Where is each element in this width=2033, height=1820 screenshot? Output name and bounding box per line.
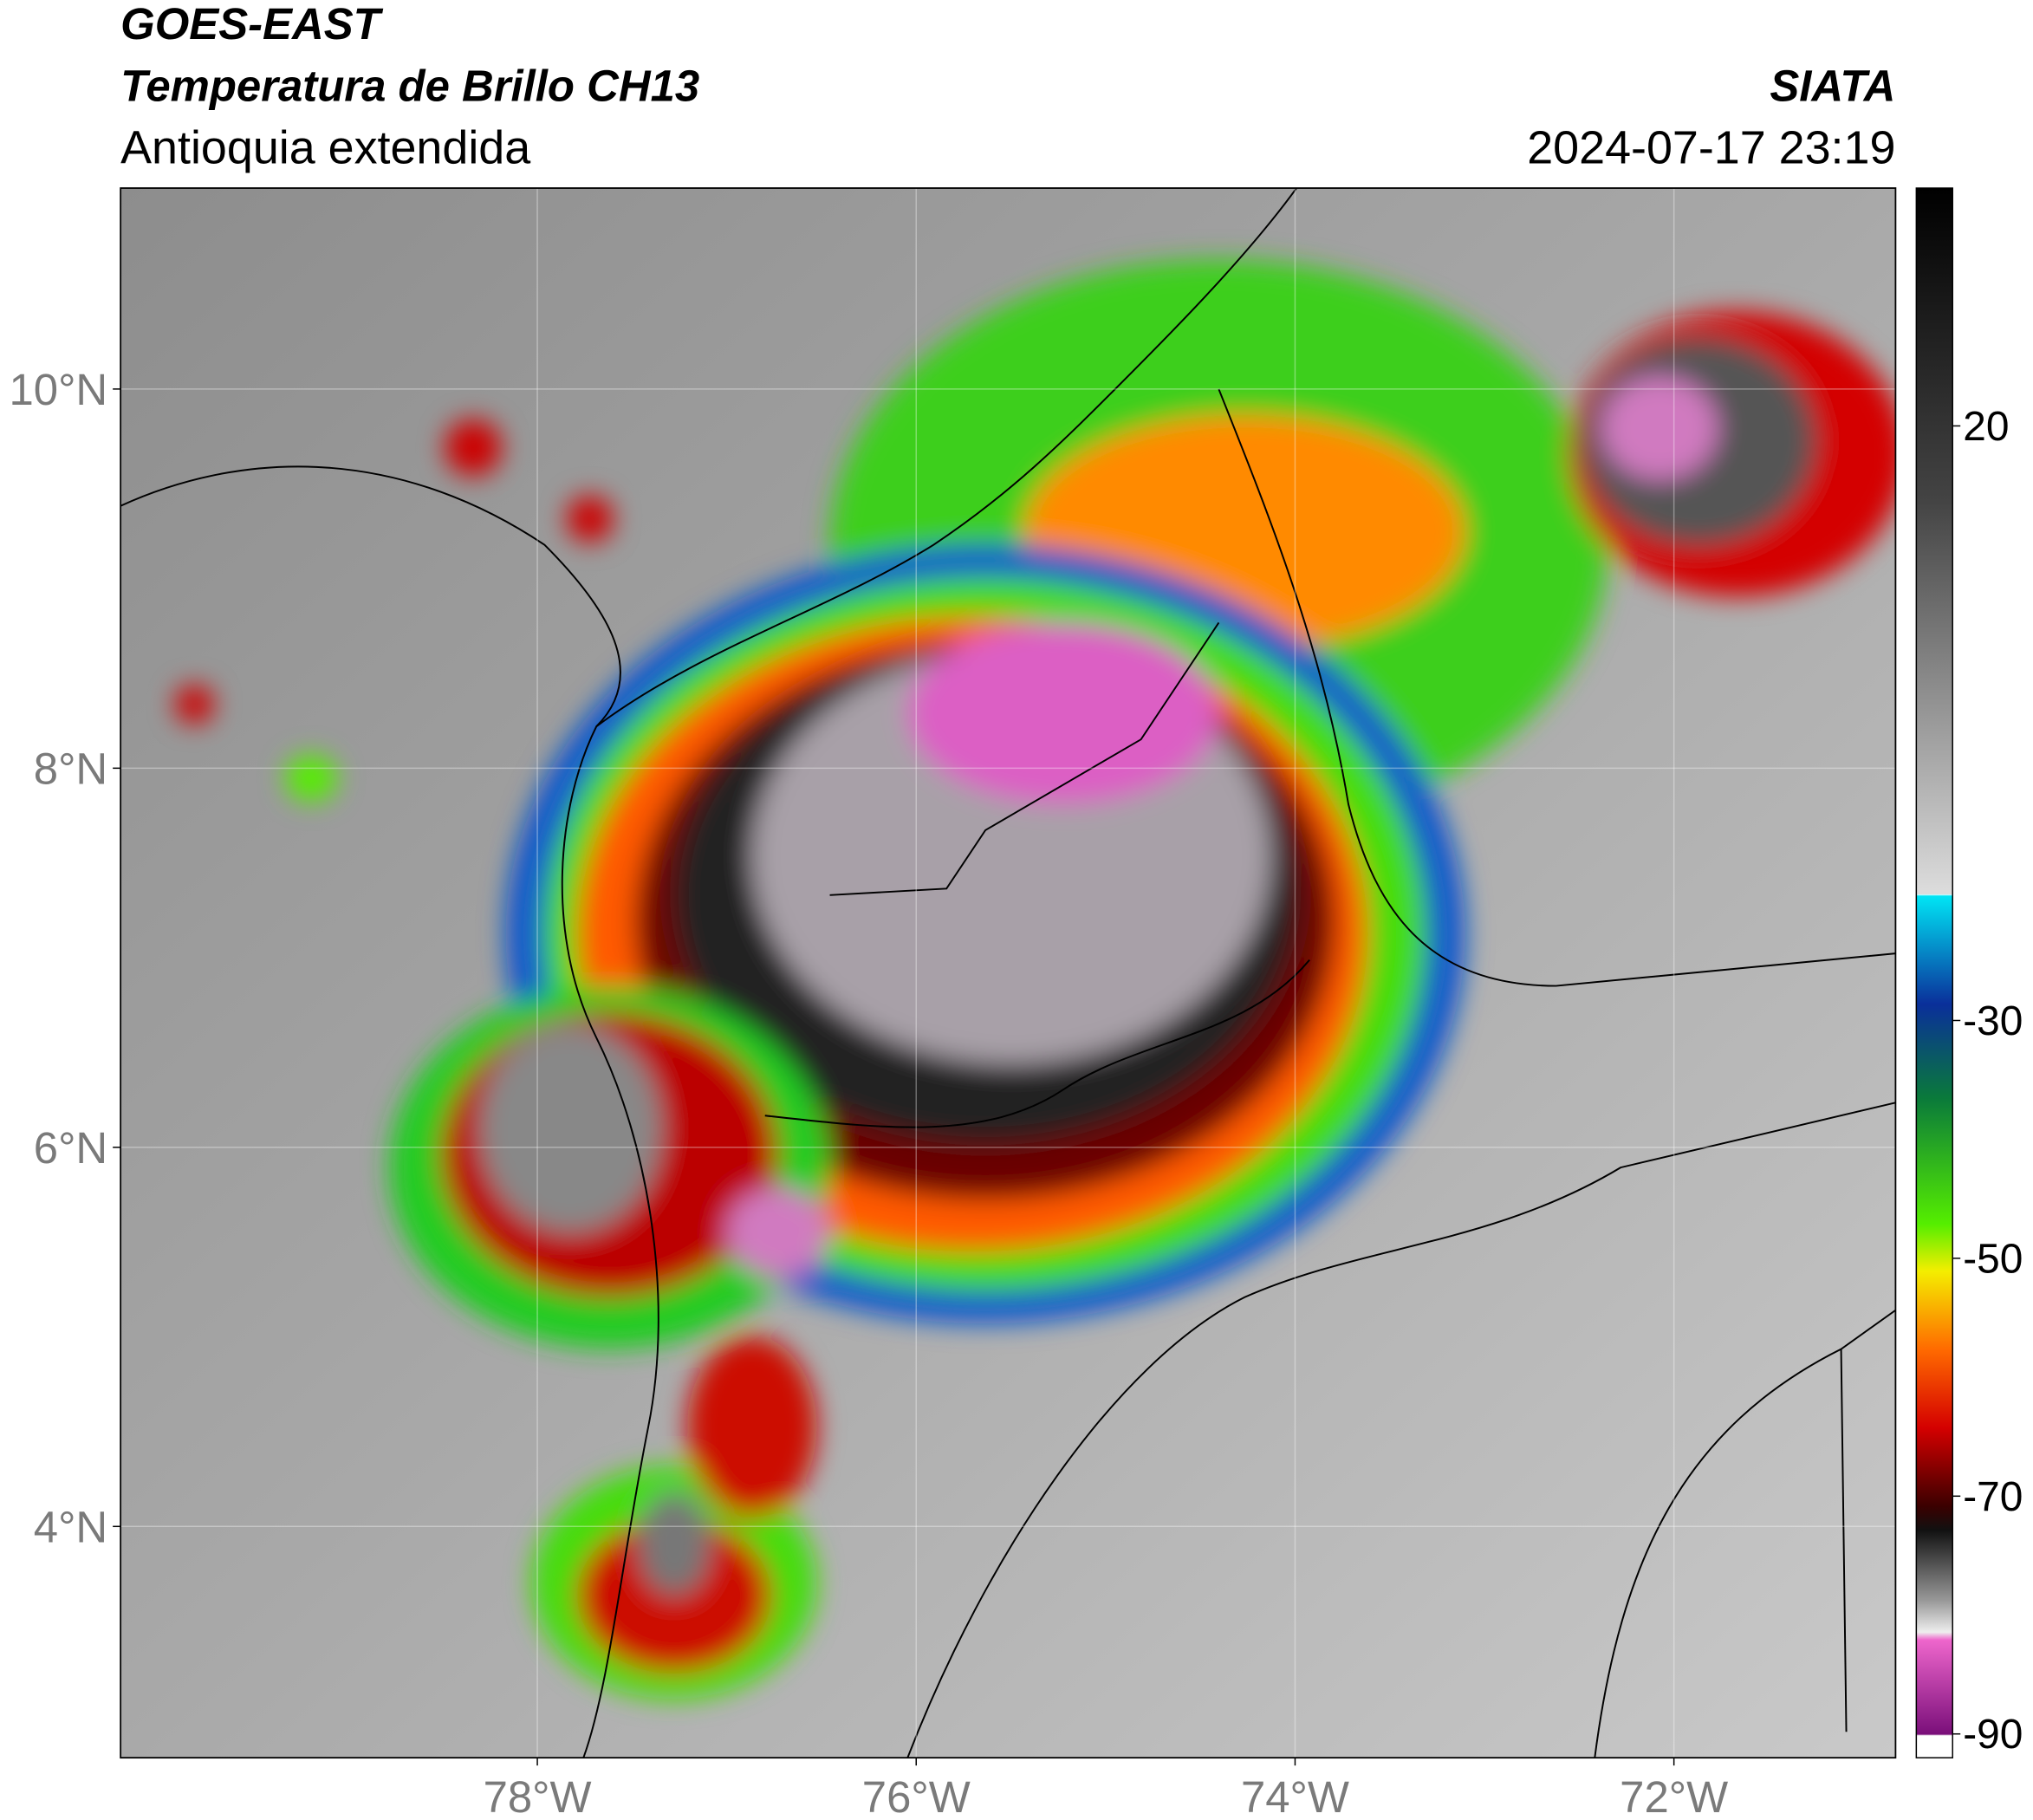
x-tick-label: 74°W xyxy=(1241,1772,1349,1820)
region: Antioquia extendida xyxy=(120,122,530,174)
y-tick-label: 10°N xyxy=(10,365,108,414)
y-tick-label: 6°N xyxy=(34,1123,107,1173)
colorbar-label: 20 xyxy=(1963,404,2009,450)
x-tick-label: 76°W xyxy=(862,1772,971,1820)
x-tick-label: 72°W xyxy=(1620,1772,1728,1820)
title: GOES-EAST xyxy=(120,0,383,49)
map-frame xyxy=(120,187,1897,1759)
satellite-image xyxy=(120,188,1896,1758)
colorbar-label: -70 xyxy=(1963,1474,2023,1520)
datetime: 2024-07-17 23:19 xyxy=(1527,122,1895,174)
grid xyxy=(120,188,1896,1758)
colorbar xyxy=(1915,187,1953,1758)
colorbar-label: -50 xyxy=(1963,1236,2023,1282)
source: SIATA xyxy=(1770,62,1895,111)
y-tick-label: 4°N xyxy=(34,1502,107,1551)
y-tick-label: 8°N xyxy=(34,744,107,793)
colorbar-label: -90 xyxy=(1963,1712,2023,1758)
colorbar-label: -30 xyxy=(1963,998,2023,1044)
x-tick-label: 78°W xyxy=(484,1772,592,1820)
subtitle: Temperatura de Brillo CH13 xyxy=(120,62,699,111)
